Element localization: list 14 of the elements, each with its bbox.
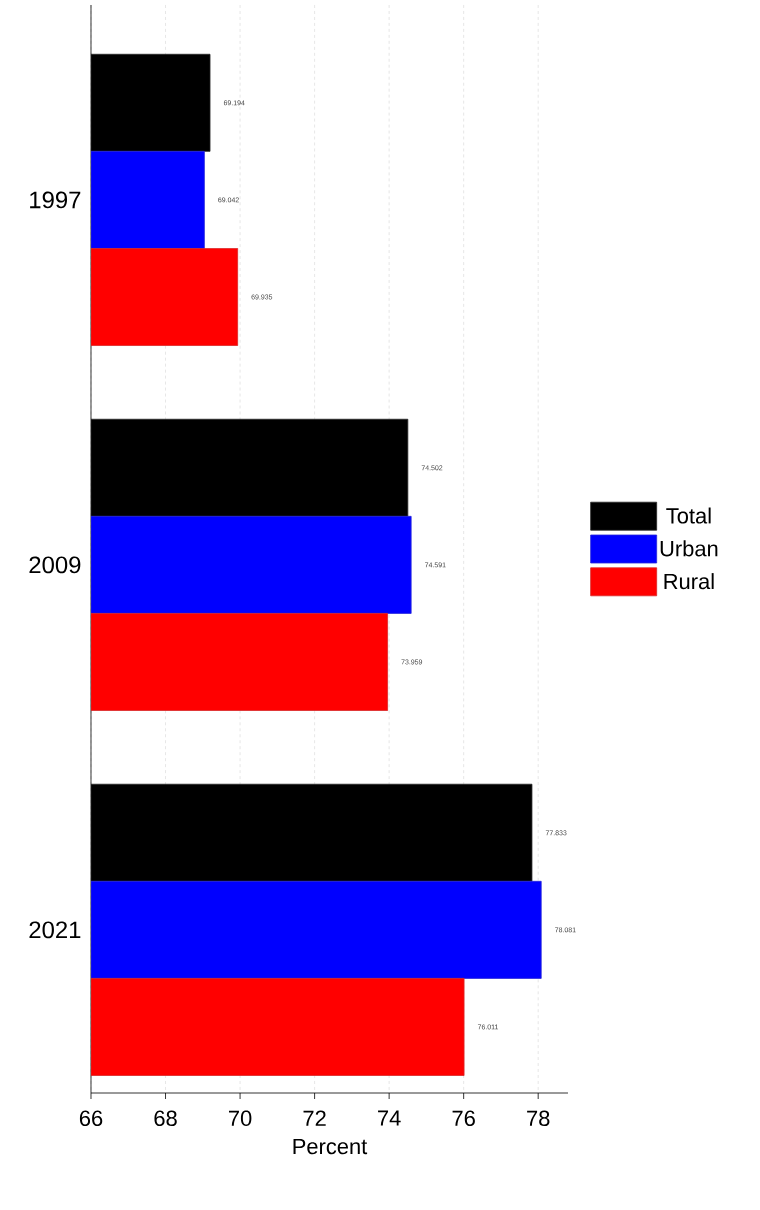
- x-axis-title: Percent: [293, 1138, 368, 1155]
- x-tick-label: 66: [79, 1110, 103, 1127]
- x-tick-label: 72: [303, 1110, 326, 1126]
- y-tick-label: 1997: [30, 191, 81, 209]
- y-tick-label: 2021: [29, 921, 81, 939]
- legend-label: Total: [666, 507, 711, 524]
- legend-label: Rural: [664, 573, 714, 590]
- x-tick-label: 76: [452, 1110, 475, 1127]
- x-tick-label: 68: [154, 1110, 177, 1127]
- x-tick-label: 70: [229, 1110, 252, 1127]
- y-tick-label: 2009: [29, 556, 81, 574]
- x-tick-label: 74: [378, 1110, 401, 1126]
- x-tick-label: 78: [527, 1110, 550, 1127]
- legend-label: Urban: [660, 540, 718, 557]
